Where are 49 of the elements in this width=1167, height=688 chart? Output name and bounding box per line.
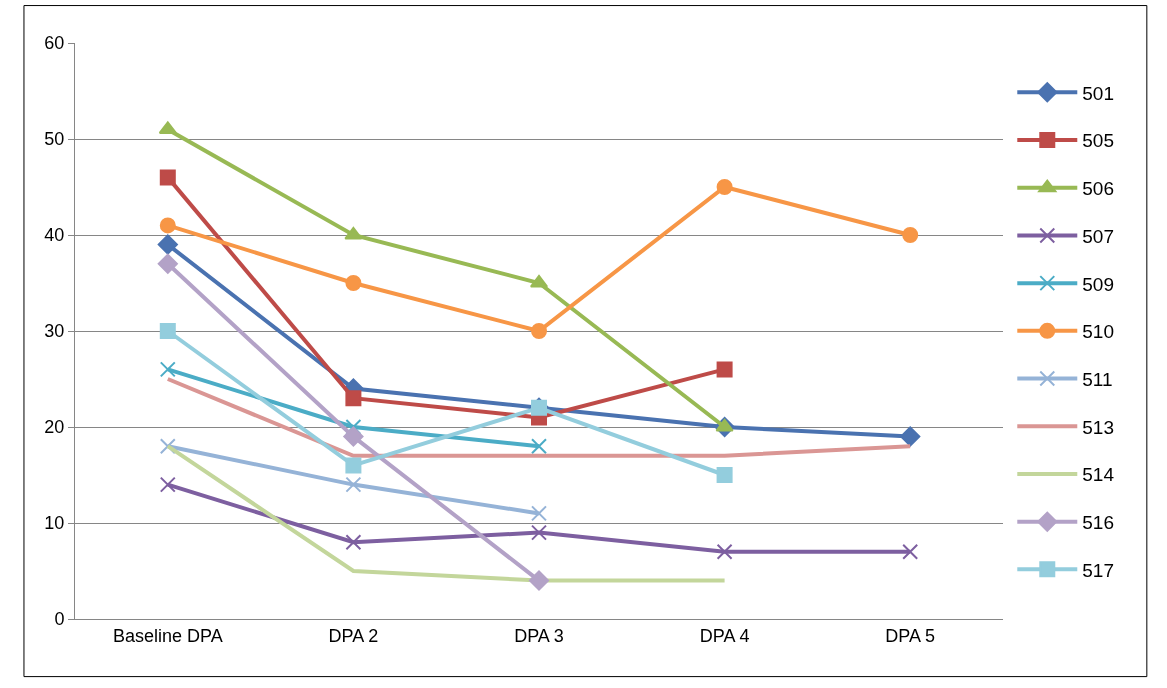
point — [345, 390, 362, 407]
legend-label: 511 — [1082, 368, 1113, 390]
point — [531, 438, 547, 455]
x-tick-label: DPA 4 — [699, 625, 750, 646]
point — [159, 438, 176, 455]
legend-label: 517 — [1082, 559, 1114, 581]
legend-label: 501 — [1082, 82, 1114, 104]
legend-label: 513 — [1082, 416, 1114, 438]
x-tick-label: Baseline DPA — [112, 625, 223, 646]
point — [345, 275, 362, 291]
legend-label: 516 — [1082, 512, 1114, 534]
point — [159, 361, 176, 378]
legend-label: 510 — [1082, 321, 1114, 343]
y-tick-label: 20 — [44, 417, 65, 438]
x-tick-label: DPA 5 — [885, 625, 936, 646]
point — [900, 426, 921, 447]
point — [345, 534, 362, 551]
point — [345, 457, 362, 474]
point — [159, 476, 176, 493]
point — [531, 524, 547, 541]
point — [716, 467, 733, 483]
point — [345, 476, 362, 493]
legend-label: 505 — [1082, 130, 1114, 152]
legend-label: 507 — [1082, 225, 1114, 247]
point — [902, 543, 919, 560]
point — [531, 505, 547, 522]
point — [159, 169, 176, 186]
y-tick-label: 0 — [54, 609, 65, 630]
x-tick-label: DPA 3 — [514, 625, 564, 646]
point — [343, 426, 364, 447]
legend-label: 509 — [1082, 273, 1114, 295]
x-tick-label: DPA 2 — [328, 625, 379, 646]
legend-label: 514 — [1082, 464, 1115, 486]
point — [159, 323, 176, 339]
y-tick-label: 10 — [44, 513, 65, 534]
point — [159, 217, 176, 234]
point — [902, 227, 919, 243]
point — [716, 361, 733, 378]
point — [157, 253, 178, 274]
legend-label: 506 — [1082, 178, 1114, 200]
y-tick-label: 50 — [44, 129, 65, 150]
point — [531, 323, 547, 339]
point — [716, 179, 733, 195]
y-tick-label: 60 — [44, 33, 65, 54]
y-tick-label: 30 — [44, 321, 65, 342]
point — [716, 543, 733, 560]
y-tick-label: 40 — [44, 225, 65, 246]
point — [157, 234, 178, 255]
point — [528, 570, 550, 591]
